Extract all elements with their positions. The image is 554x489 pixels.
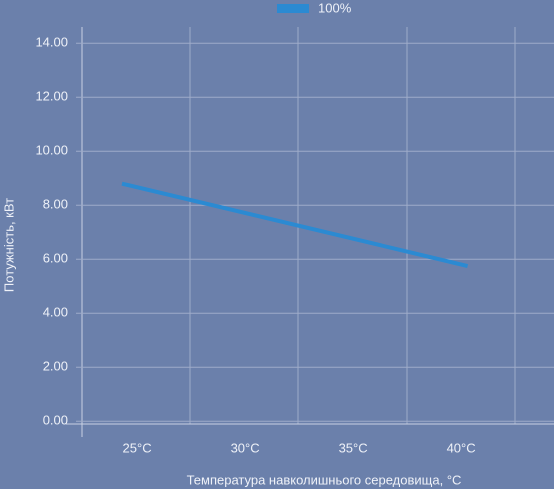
data-line (121, 181, 469, 268)
x-tick-label: 35°C (339, 440, 368, 455)
y-tick-label: 10.00 (35, 143, 68, 158)
x-tick-label: 30°C (231, 440, 260, 455)
legend-swatch (277, 4, 309, 13)
y-tick-label: 8.00 (43, 197, 68, 212)
y-tick-label: 12.00 (35, 89, 68, 104)
y-tick-label: 6.00 (43, 251, 68, 266)
y-tick-label: 14.00 (35, 35, 68, 50)
y-axis-title: Потужність, кВт (1, 198, 16, 292)
x-axis-title: Температура навколишнього середовища, °C (187, 472, 462, 487)
x-tick-label: 40°C (447, 440, 476, 455)
y-tick-label: 0.00 (43, 413, 68, 428)
y-tick-label: 4.00 (43, 305, 68, 320)
x-tick-label: 25°C (123, 440, 152, 455)
y-tick-label: 2.00 (43, 359, 68, 374)
vertical-grid (189, 27, 516, 424)
legend-label: 100% (318, 0, 352, 15)
